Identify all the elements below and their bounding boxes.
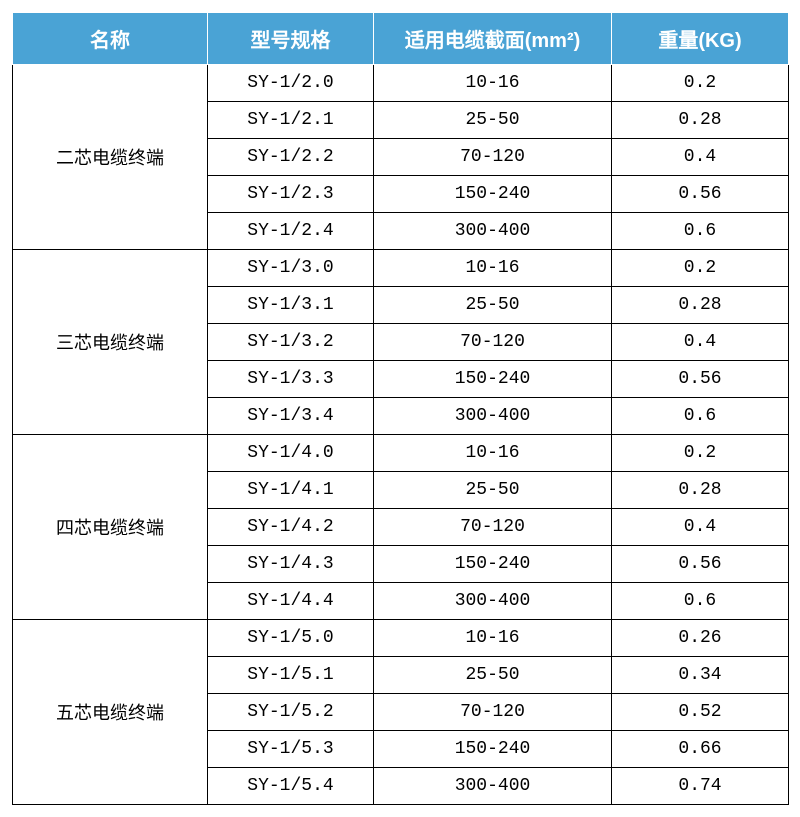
model-cell: SY-1/2.3: [208, 176, 374, 213]
weight-cell: 0.2: [612, 250, 789, 287]
weight-cell: 0.6: [612, 213, 789, 250]
model-cell: SY-1/2.2: [208, 139, 374, 176]
model-cell: SY-1/5.3: [208, 731, 374, 768]
weight-cell: 0.66: [612, 731, 789, 768]
weight-cell: 0.4: [612, 324, 789, 361]
category-cell: 四芯电缆终端: [13, 435, 208, 620]
section-cell: 10-16: [374, 250, 612, 287]
table-row: 二芯电缆终端SY-1/2.010-160.2: [13, 65, 789, 102]
col-model: 型号规格: [208, 13, 374, 65]
section-cell: 300-400: [374, 398, 612, 435]
col-section: 适用电缆截面(mm²): [374, 13, 612, 65]
weight-cell: 0.2: [612, 65, 789, 102]
section-cell: 70-120: [374, 694, 612, 731]
category-cell: 二芯电缆终端: [13, 65, 208, 250]
header-row: 名称 型号规格 适用电缆截面(mm²) 重量(KG): [13, 13, 789, 65]
weight-cell: 0.56: [612, 176, 789, 213]
section-cell: 300-400: [374, 213, 612, 250]
section-cell: 150-240: [374, 731, 612, 768]
weight-cell: 0.6: [612, 583, 789, 620]
model-cell: SY-1/4.2: [208, 509, 374, 546]
weight-cell: 0.74: [612, 768, 789, 805]
weight-cell: 0.34: [612, 657, 789, 694]
model-cell: SY-1/3.0: [208, 250, 374, 287]
table-row: 四芯电缆终端SY-1/4.010-160.2: [13, 435, 789, 472]
section-cell: 10-16: [374, 620, 612, 657]
category-cell: 五芯电缆终端: [13, 620, 208, 805]
section-cell: 300-400: [374, 768, 612, 805]
weight-cell: 0.52: [612, 694, 789, 731]
section-cell: 25-50: [374, 102, 612, 139]
model-cell: SY-1/5.0: [208, 620, 374, 657]
section-cell: 150-240: [374, 176, 612, 213]
weight-cell: 0.26: [612, 620, 789, 657]
model-cell: SY-1/5.2: [208, 694, 374, 731]
weight-cell: 0.56: [612, 361, 789, 398]
table-row: 五芯电缆终端SY-1/5.010-160.26: [13, 620, 789, 657]
section-cell: 70-120: [374, 509, 612, 546]
section-cell: 70-120: [374, 324, 612, 361]
section-cell: 150-240: [374, 361, 612, 398]
category-cell: 三芯电缆终端: [13, 250, 208, 435]
section-cell: 10-16: [374, 65, 612, 102]
section-cell: 300-400: [374, 583, 612, 620]
section-cell: 70-120: [374, 139, 612, 176]
section-cell: 25-50: [374, 472, 612, 509]
model-cell: SY-1/2.1: [208, 102, 374, 139]
model-cell: SY-1/3.1: [208, 287, 374, 324]
weight-cell: 0.28: [612, 472, 789, 509]
table-row: 三芯电缆终端SY-1/3.010-160.2: [13, 250, 789, 287]
spec-table: 名称 型号规格 适用电缆截面(mm²) 重量(KG) 二芯电缆终端SY-1/2.…: [12, 12, 789, 805]
model-cell: SY-1/4.1: [208, 472, 374, 509]
model-cell: SY-1/4.4: [208, 583, 374, 620]
model-cell: SY-1/3.3: [208, 361, 374, 398]
weight-cell: 0.6: [612, 398, 789, 435]
section-cell: 150-240: [374, 546, 612, 583]
model-cell: SY-1/5.4: [208, 768, 374, 805]
weight-cell: 0.28: [612, 102, 789, 139]
weight-cell: 0.4: [612, 139, 789, 176]
section-cell: 25-50: [374, 657, 612, 694]
model-cell: SY-1/4.3: [208, 546, 374, 583]
model-cell: SY-1/2.0: [208, 65, 374, 102]
weight-cell: 0.4: [612, 509, 789, 546]
model-cell: SY-1/3.2: [208, 324, 374, 361]
model-cell: SY-1/2.4: [208, 213, 374, 250]
col-name: 名称: [13, 13, 208, 65]
weight-cell: 0.56: [612, 546, 789, 583]
section-cell: 10-16: [374, 435, 612, 472]
model-cell: SY-1/5.1: [208, 657, 374, 694]
section-cell: 25-50: [374, 287, 612, 324]
weight-cell: 0.2: [612, 435, 789, 472]
model-cell: SY-1/3.4: [208, 398, 374, 435]
col-weight: 重量(KG): [612, 13, 789, 65]
model-cell: SY-1/4.0: [208, 435, 374, 472]
weight-cell: 0.28: [612, 287, 789, 324]
